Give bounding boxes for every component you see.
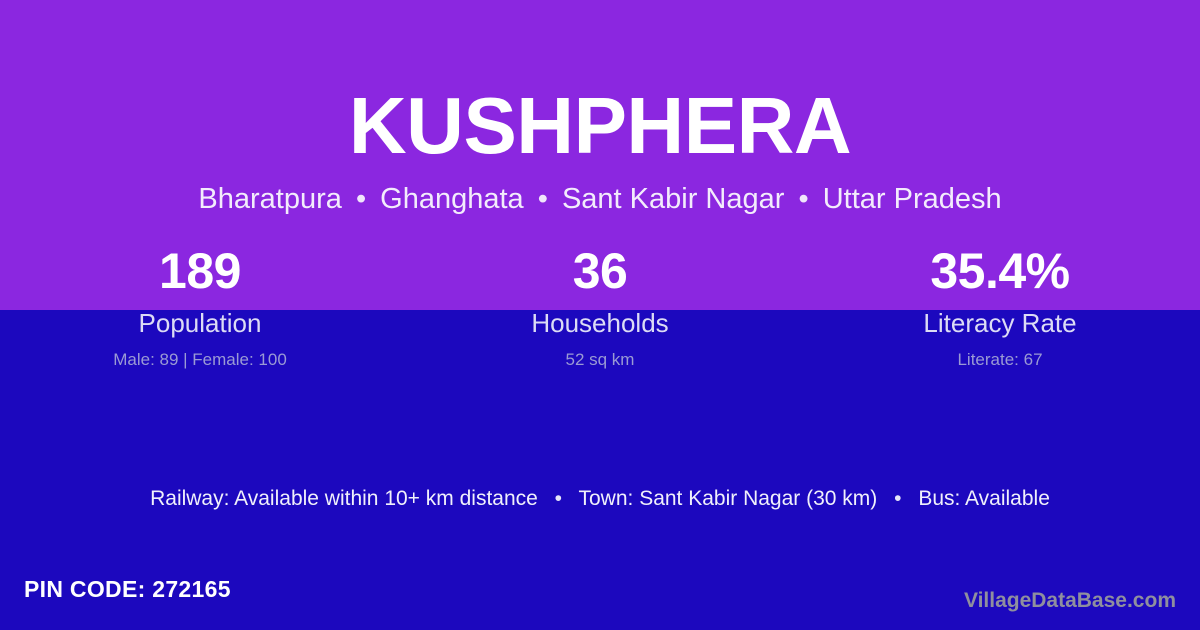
amenity-separator: • [894, 487, 902, 510]
stat-label: Households [531, 308, 669, 338]
amenity-railway: Railway: Available within 10+ km distanc… [150, 487, 538, 510]
stat-subtext: Literate: 67 [957, 350, 1043, 369]
stat-value: 36 [572, 243, 628, 299]
breadcrumb-item-district: Sant Kabir Nagar [561, 183, 785, 215]
breadcrumb-separator: • [355, 183, 367, 215]
stat-subtext: 52 sq km [565, 350, 635, 369]
stat-literacy-rate: 35.4% Literacy Rate Literate: 67 [800, 243, 1200, 370]
stat-households: 36 Households 52 sq km [400, 243, 800, 370]
stat-subtext: Male: 89 | Female: 100 [113, 350, 287, 369]
amenity-bus: Bus: Available [918, 487, 1050, 510]
pin-code-label: PIN CODE: 272165 [24, 576, 231, 602]
stats-row: 189 Population Male: 89 | Female: 100 36… [0, 243, 1200, 370]
stat-label: Population [138, 308, 262, 338]
breadcrumb: Bharatpura • Ghanghata • Sant Kabir Naga… [0, 180, 1200, 218]
page-title: KUSHPHERA [348, 81, 852, 170]
amenities-row: Railway: Available within 10+ km distanc… [0, 484, 1200, 514]
breadcrumb-item-block: Ghanghata [380, 183, 524, 215]
breadcrumb-separator: • [537, 183, 548, 215]
stat-label: Literacy Rate [923, 308, 1077, 338]
stat-value: 189 [159, 243, 241, 299]
breadcrumb-item-state: Uttar Pradesh [822, 183, 1002, 215]
amenity-town: Town: Sant Kabir Nagar (30 km) [578, 487, 878, 510]
amenity-separator: • [554, 487, 563, 510]
hero-background-band [0, 0, 1200, 310]
site-branding: VillageDataBase.com [963, 589, 1176, 612]
breadcrumb-separator: • [798, 183, 809, 215]
stat-population: 189 Population Male: 89 | Female: 100 [0, 243, 400, 370]
breadcrumb-item-panchayat: Bharatpura [198, 183, 342, 215]
stat-value: 35.4% [930, 243, 1070, 299]
